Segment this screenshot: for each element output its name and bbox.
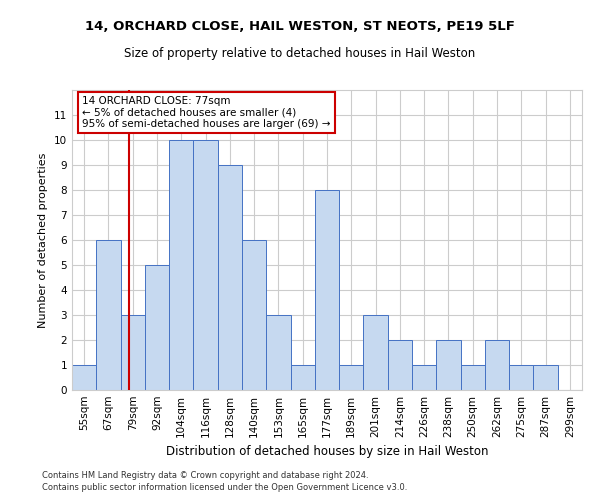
Bar bbox=[315, 190, 339, 390]
Bar bbox=[533, 365, 558, 390]
Bar bbox=[461, 365, 485, 390]
Bar bbox=[121, 315, 145, 390]
Bar bbox=[290, 365, 315, 390]
Text: 14, ORCHARD CLOSE, HAIL WESTON, ST NEOTS, PE19 5LF: 14, ORCHARD CLOSE, HAIL WESTON, ST NEOTS… bbox=[85, 20, 515, 33]
Text: Contains public sector information licensed under the Open Government Licence v3: Contains public sector information licen… bbox=[42, 484, 407, 492]
Bar bbox=[72, 365, 96, 390]
Bar bbox=[145, 265, 169, 390]
Bar bbox=[485, 340, 509, 390]
Bar bbox=[509, 365, 533, 390]
Bar bbox=[436, 340, 461, 390]
Text: Contains HM Land Registry data © Crown copyright and database right 2024.: Contains HM Land Registry data © Crown c… bbox=[42, 471, 368, 480]
X-axis label: Distribution of detached houses by size in Hail Weston: Distribution of detached houses by size … bbox=[166, 446, 488, 458]
Bar bbox=[412, 365, 436, 390]
Bar bbox=[242, 240, 266, 390]
Text: Size of property relative to detached houses in Hail Weston: Size of property relative to detached ho… bbox=[124, 48, 476, 60]
Bar bbox=[169, 140, 193, 390]
Bar bbox=[339, 365, 364, 390]
Bar bbox=[388, 340, 412, 390]
Bar bbox=[218, 165, 242, 390]
Bar bbox=[266, 315, 290, 390]
Text: 14 ORCHARD CLOSE: 77sqm
← 5% of detached houses are smaller (4)
95% of semi-deta: 14 ORCHARD CLOSE: 77sqm ← 5% of detached… bbox=[82, 96, 331, 129]
Bar bbox=[364, 315, 388, 390]
Y-axis label: Number of detached properties: Number of detached properties bbox=[38, 152, 49, 328]
Bar bbox=[96, 240, 121, 390]
Bar bbox=[193, 140, 218, 390]
